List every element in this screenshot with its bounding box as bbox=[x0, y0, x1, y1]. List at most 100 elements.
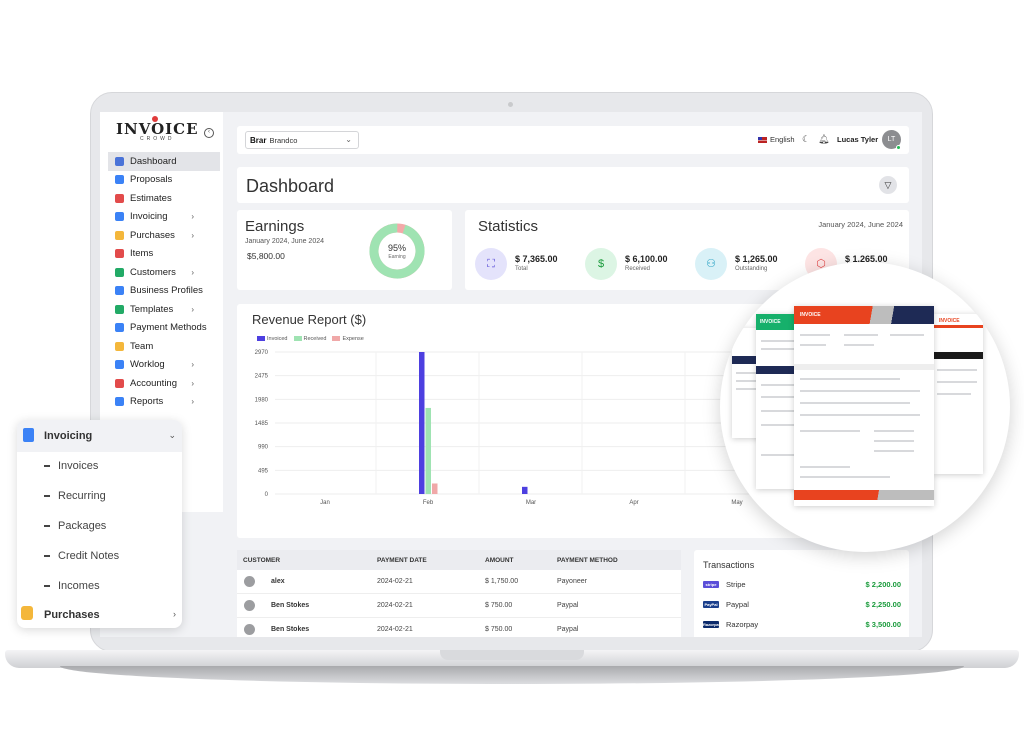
invoice-template-preview[interactable]: INVOICE bbox=[933, 314, 983, 474]
payment-method: Paypal bbox=[557, 602, 579, 609]
templates-icon bbox=[115, 304, 124, 314]
legend-swatch bbox=[293, 336, 302, 342]
sidebar-item-estimates[interactable]: Estimates bbox=[108, 189, 220, 208]
sidebar-item-worklog[interactable]: Worklog › bbox=[108, 356, 220, 375]
team-icon bbox=[115, 341, 124, 351]
laptop-camera bbox=[508, 102, 513, 107]
x-tick-label: Apr bbox=[629, 500, 638, 506]
sidebar-item-invoicing[interactable]: Invoicing › bbox=[108, 208, 220, 227]
sidebar-item-dashboard[interactable]: Dashboard bbox=[108, 152, 220, 171]
stat-label: Outstanding bbox=[735, 266, 768, 272]
sidebar-item-label: Proposals bbox=[130, 174, 173, 186]
stat-value: $ 6,100.00 bbox=[625, 254, 668, 264]
chevron-down-icon: ⌄ bbox=[168, 430, 176, 440]
sidebar-item-purchases[interactable]: Purchases › bbox=[108, 226, 220, 245]
submenu-item-label: Packages bbox=[58, 520, 107, 532]
user-avatar[interactable]: LT bbox=[882, 130, 901, 149]
brand-name: Brandco bbox=[269, 135, 298, 145]
page-title: Dashboard bbox=[246, 176, 335, 196]
legend-label: Invoiced bbox=[267, 336, 288, 342]
legend-swatch bbox=[332, 336, 341, 342]
sidebar-item-customers[interactable]: Customers › bbox=[108, 263, 220, 282]
sidebar-item-team[interactable]: Team bbox=[108, 337, 220, 356]
payment-date: 2024-02-21 bbox=[377, 578, 413, 585]
chevron-right-icon: › bbox=[191, 304, 194, 314]
submenu-header[interactable]: Invoicing ⌄ bbox=[17, 420, 182, 452]
y-tick-label: 1485 bbox=[255, 421, 269, 427]
invoice-templates-magnifier: INVOICE INVOICE INVOICE bbox=[720, 262, 1010, 552]
sidebar-item-label: Invoicing bbox=[130, 211, 168, 223]
payment-method: Paypal bbox=[557, 626, 579, 633]
legend-item-expense[interactable]: Expense bbox=[332, 336, 364, 342]
header-amount[interactable]: AMOUNT bbox=[485, 557, 514, 564]
earnings-percent: 95% bbox=[387, 243, 406, 253]
chevron-right-icon: › bbox=[173, 609, 176, 619]
payment-date: 2024-02-21 bbox=[377, 602, 413, 609]
brand-select[interactable]: Brar Brandco ⌄ bbox=[245, 131, 359, 149]
user-name[interactable]: Lucas Tyler bbox=[837, 135, 879, 144]
sidebar-item-label: Items bbox=[130, 248, 154, 260]
sidebar-item-templates[interactable]: Templates › bbox=[108, 300, 220, 319]
submenu-item-credit-notes[interactable]: Credit Notes bbox=[44, 550, 119, 562]
submenu-item-packages[interactable]: Packages bbox=[44, 520, 106, 532]
table-row[interactable]: Ben Stokes 2024-02-21 $ 750.00 Paypal bbox=[237, 618, 681, 637]
transactions-card: Transactions stripe Stripe $ 2,200.00 PayPa… bbox=[694, 550, 909, 637]
language-selector[interactable]: English bbox=[758, 135, 795, 144]
sidebar-item-proposals[interactable]: Proposals bbox=[108, 171, 220, 190]
logo-dot bbox=[152, 116, 158, 122]
submenu-item-recurring[interactable]: Recurring bbox=[44, 490, 106, 502]
transaction-row-paypal[interactable]: PayPal Paypal $ 2,250.00 bbox=[703, 598, 901, 616]
app-logo[interactable]: INVOICE CROWD bbox=[116, 116, 199, 142]
submenu-item-invoices[interactable]: Invoices bbox=[44, 460, 98, 472]
filter-icon[interactable]: ▽ bbox=[879, 176, 897, 194]
bar-invoiced-feb[interactable] bbox=[419, 352, 425, 494]
dash-icon bbox=[44, 495, 50, 497]
chevron-right-icon: › bbox=[191, 378, 194, 388]
bar-received-feb[interactable] bbox=[425, 407, 432, 494]
payment-methods-icon bbox=[115, 323, 124, 333]
header-payment-date[interactable]: PAYMENT DATE bbox=[377, 557, 427, 564]
statistics-title: Statistics bbox=[478, 218, 539, 235]
transaction-row-stripe[interactable]: stripe Stripe $ 2,200.00 bbox=[703, 578, 901, 596]
bell-icon[interactable]: 🔔︎ bbox=[818, 134, 830, 144]
y-tick-label: 2475 bbox=[255, 374, 269, 380]
customer-name: Ben Stokes bbox=[271, 602, 310, 609]
payment-date: 2024-02-21 bbox=[377, 626, 413, 633]
transaction-row-razorpay[interactable]: Razorpay Razorpay $ 3,500.00 bbox=[703, 618, 901, 636]
legend-swatch bbox=[257, 336, 265, 342]
estimates-icon bbox=[115, 193, 124, 203]
worklog-icon bbox=[115, 360, 124, 370]
invoice-template-preview-main[interactable]: INVOICE bbox=[794, 306, 934, 506]
stat-value: $ 1,265.00 bbox=[735, 254, 778, 264]
sidebar-item-payment-methods[interactable]: Payment Methods bbox=[108, 319, 220, 338]
sidebar-item-label: Reports bbox=[130, 396, 164, 408]
sidebar-item-reports[interactable]: Reports › bbox=[108, 393, 220, 412]
logo-main-text: INVOICE bbox=[116, 120, 199, 138]
submenu-item-label: Credit Notes bbox=[58, 550, 120, 562]
sidebar-item-business-profiles[interactable]: Business Profiles bbox=[108, 282, 220, 301]
header-payment-method[interactable]: PAYMENT METHOD bbox=[557, 557, 618, 564]
submenu-purchases-item[interactable]: Purchases › bbox=[17, 604, 182, 628]
sidebar-item-label: Templates bbox=[130, 303, 174, 315]
bar-invoiced-mar[interactable] bbox=[522, 486, 528, 494]
sidebar-collapse-icon[interactable]: ‹ bbox=[204, 128, 214, 138]
submenu-item-incomes[interactable]: Incomes bbox=[44, 580, 100, 592]
payment-amount: $ 750.00 bbox=[485, 626, 513, 633]
legend-item-received[interactable]: Received bbox=[293, 336, 326, 342]
transaction-name: Paypal bbox=[726, 600, 749, 609]
sidebar-item-accounting[interactable]: Accounting › bbox=[108, 374, 220, 393]
header-customer[interactable]: CUSTOMER bbox=[243, 557, 281, 564]
sidebar-item-label: Customers bbox=[130, 266, 176, 278]
transaction-amount: $ 3,500.00 bbox=[865, 620, 901, 629]
bar-expense-feb[interactable] bbox=[432, 483, 438, 494]
sidebar-item-items[interactable]: Items bbox=[108, 245, 220, 264]
laptop-base-shadow bbox=[60, 666, 964, 684]
transaction-amount: $ 2,250.00 bbox=[865, 600, 901, 609]
table-row[interactable]: Ben Stokes 2024-02-21 $ 750.00 Paypal bbox=[237, 594, 681, 618]
stat-value: $ 1,265.00 bbox=[845, 254, 888, 264]
moon-icon[interactable]: ☾ bbox=[802, 134, 811, 144]
table-row[interactable]: alex 2024-02-21 $ 1,750.00 Payoneer bbox=[237, 570, 681, 594]
legend-item-invoiced[interactable]: Invoiced bbox=[257, 336, 288, 342]
payment-method: Payoneer bbox=[557, 578, 587, 585]
earnings-card: Earnings January 2024, June 2024 $5,800.… bbox=[237, 210, 452, 290]
